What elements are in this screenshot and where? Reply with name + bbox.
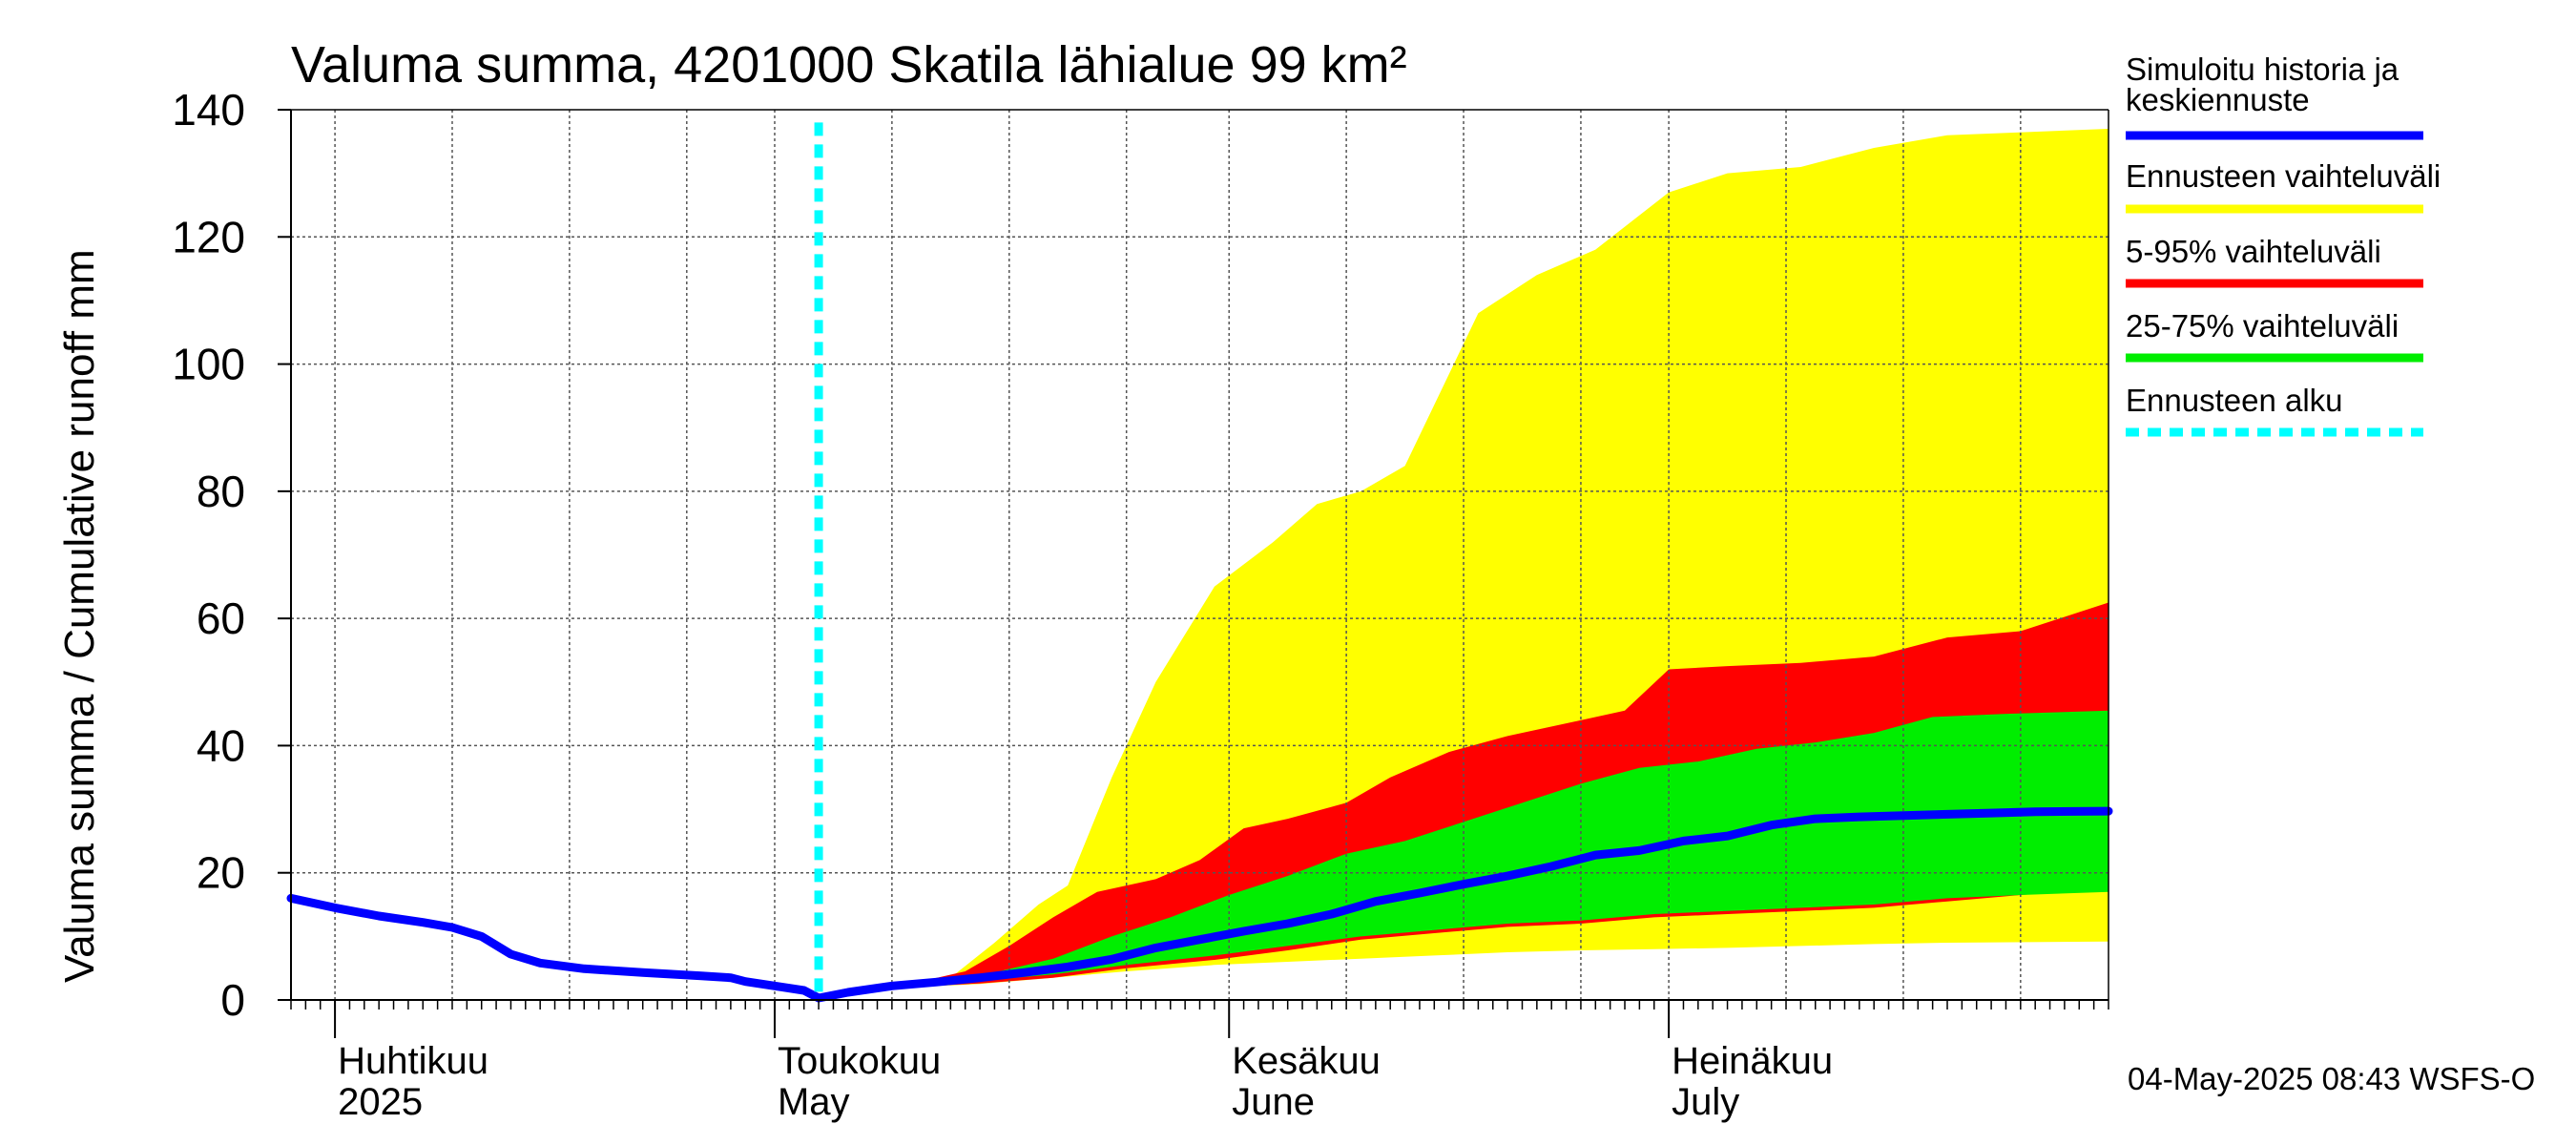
timestamp-footer: 04-May-2025 08:43 WSFS-O	[2128, 1061, 2535, 1096]
month-label-fi: Huhtikuu	[338, 1040, 488, 1082]
y-tick-label: 20	[197, 848, 245, 898]
legend-label-25-75: 25-75% vaihteluväli	[2126, 308, 2399, 344]
legend-label-range: Ennusteen vaihteluväli	[2126, 158, 2441, 194]
y-tick-label: 40	[197, 720, 245, 770]
y-tick-label: 0	[220, 975, 245, 1025]
series-line-0	[286, 806, 2113, 1003]
series-lines	[286, 806, 2113, 1003]
y-tick-label: 60	[197, 593, 245, 643]
legend-label-simulated: Simuloitu historia ja	[2126, 52, 2399, 87]
y-tick-label: 100	[172, 340, 245, 389]
month-label-en: June	[1232, 1081, 1315, 1123]
month-label-fi: Heinäkuu	[1672, 1040, 1833, 1082]
y-tick-label: 80	[197, 467, 245, 516]
chart-title: Valuma summa, 4201000 Skatila lähialue 9…	[291, 36, 1407, 94]
legend-label-5-95: 5-95% vaihteluväli	[2126, 234, 2381, 269]
month-label-fi: Kesäkuu	[1232, 1040, 1381, 1082]
y-tick-labels: 0 20 40 60 80 100 120 140	[172, 85, 245, 1025]
legend-label-simulated-line2: keskiennuste	[2126, 82, 2310, 117]
y-tick-label: 140	[172, 85, 245, 135]
axes	[278, 109, 2109, 1038]
y-axis-label: Valuma summa / Cumulative runoff mm	[56, 249, 103, 983]
y-tick-label: 120	[172, 212, 245, 261]
legend-label-forecast-start: Ennusteen alku	[2126, 383, 2343, 418]
month-label-en: May	[778, 1081, 850, 1123]
month-label-fi: Toukokuu	[778, 1040, 941, 1082]
month-label-en: 2025	[338, 1081, 423, 1123]
month-label-en: July	[1672, 1081, 1739, 1123]
